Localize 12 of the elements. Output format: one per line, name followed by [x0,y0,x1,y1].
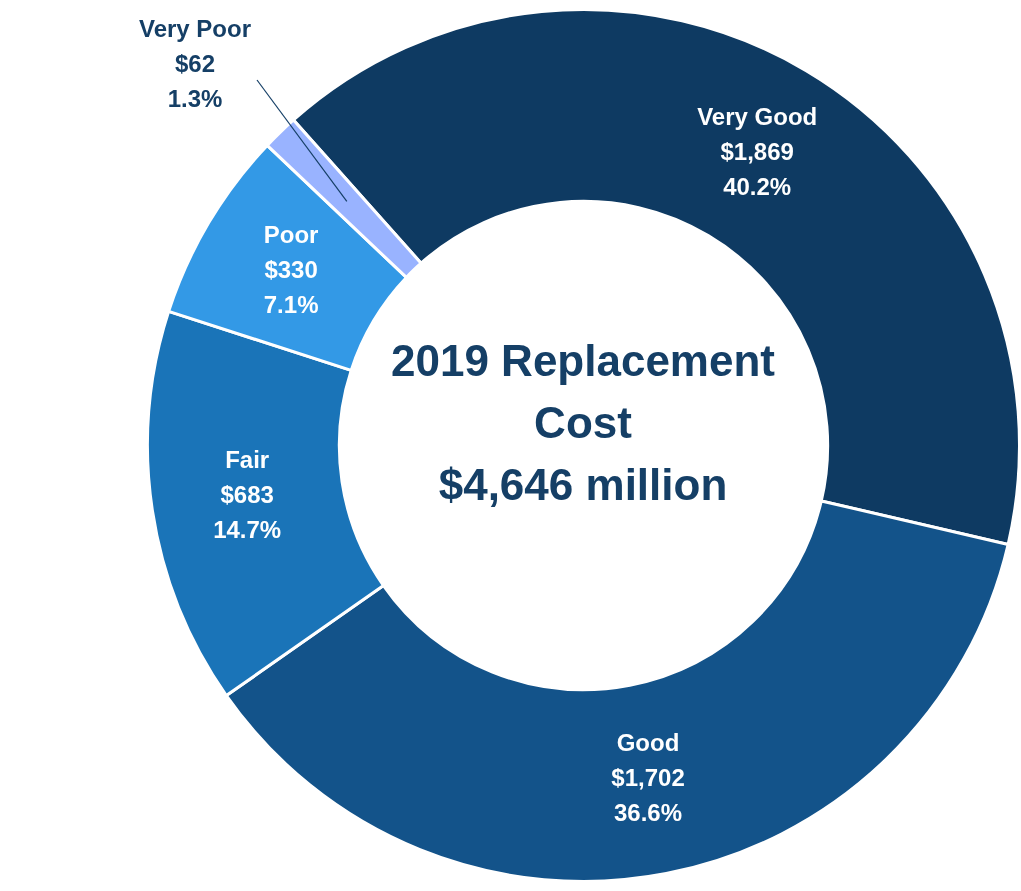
slice-label: Good [616,729,680,757]
data-label: $62 1.3% [167,49,223,112]
text: $4,646 million [437,459,729,511]
data-label: $683 14.7% [213,480,282,543]
slice-label: Fair [225,445,270,473]
slice-label: Very Good [697,102,818,130]
data-label: $330 7.1% [263,256,319,319]
slice-label: Very Poor [138,14,252,42]
slice-label: Poor [263,221,319,249]
text: 2019 Replacement Cost [390,335,776,449]
data-label: $1,869 40.2% [720,137,794,200]
data-label: $1,702 36.6% [611,764,685,827]
